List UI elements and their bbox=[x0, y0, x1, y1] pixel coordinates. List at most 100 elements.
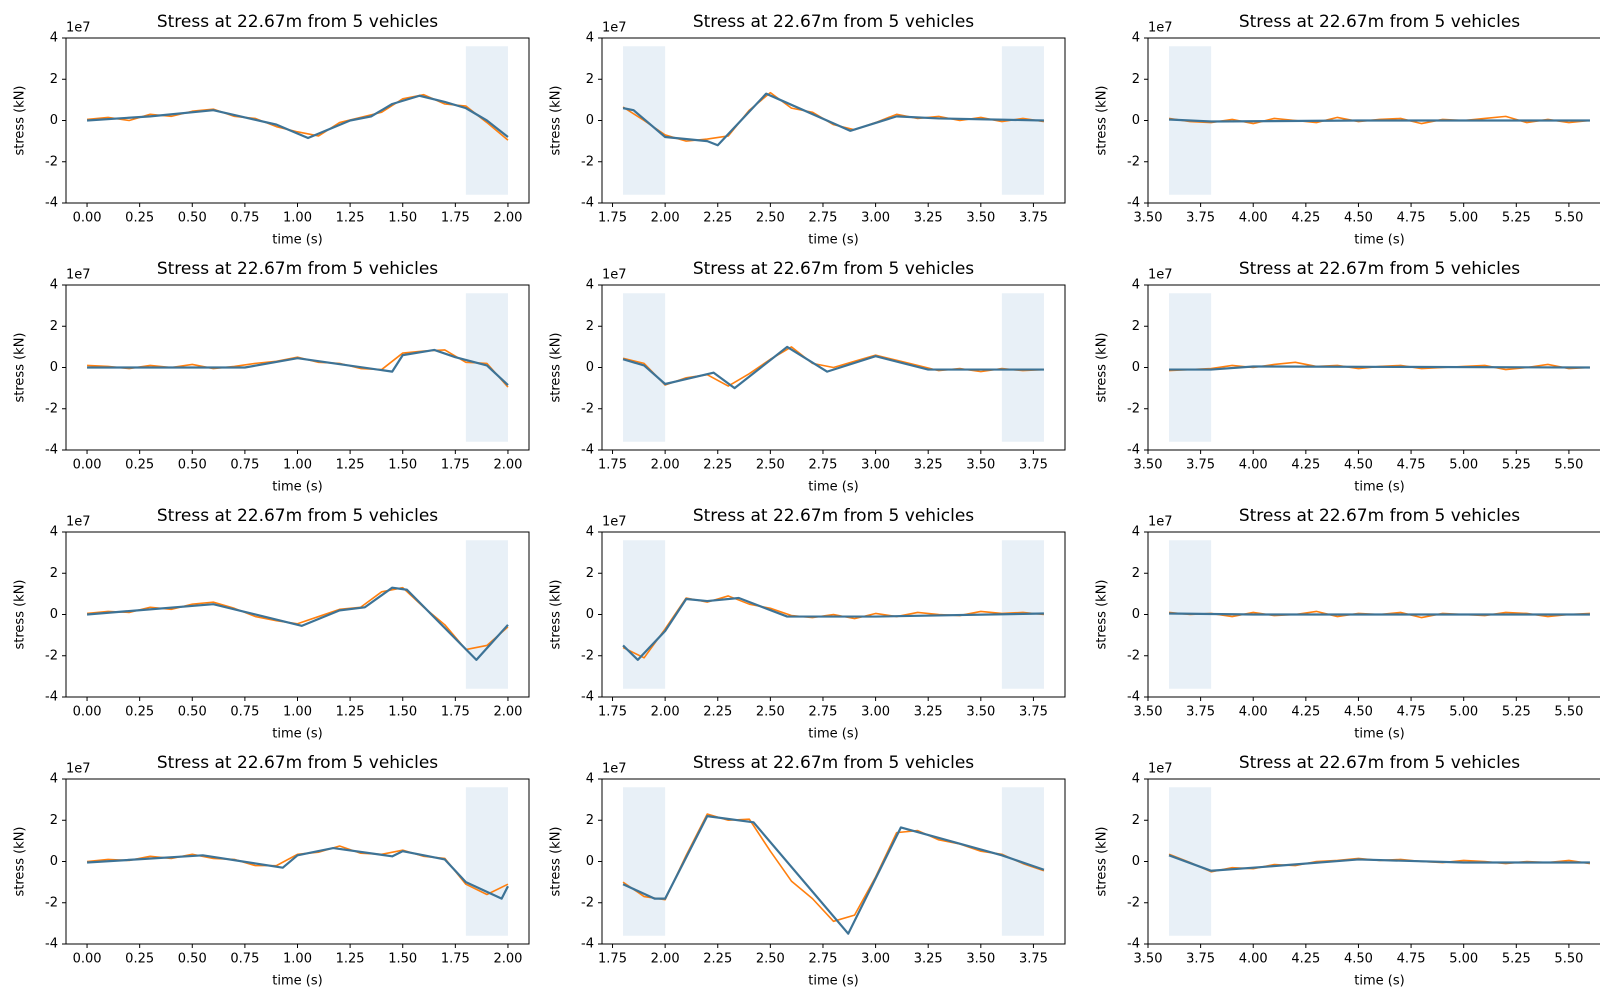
subplot: 0.00 0.25 0.50 0.75 1.00 1.25 1.50 1.75 2.00 -4 -2… bbox=[13, 12, 530, 248]
x-tick-label: 4.25 bbox=[1291, 458, 1320, 473]
x-tick-label: 4.50 bbox=[1344, 705, 1373, 720]
y-tick-label: 0 bbox=[586, 854, 594, 869]
x-tick-label: 2.50 bbox=[756, 211, 785, 226]
y-tick-label: -4 bbox=[581, 196, 594, 211]
x-tick-label: 3.50 bbox=[966, 458, 995, 473]
y-axis-label: stress (kN) bbox=[549, 85, 564, 155]
x-tick-label: 3.50 bbox=[966, 952, 995, 967]
x-tick-label: 1.25 bbox=[336, 458, 365, 473]
x-tick-label: 4.25 bbox=[1291, 211, 1320, 226]
y-axis-label: stress (kN) bbox=[13, 826, 28, 896]
data-line bbox=[1168, 854, 1590, 872]
data-line bbox=[86, 586, 509, 651]
y-axis-label: stress (kN) bbox=[13, 332, 28, 402]
y-tick-label: -2 bbox=[1127, 401, 1140, 416]
x-tick-label: 5.00 bbox=[1449, 952, 1478, 967]
y-tick-label: -4 bbox=[1127, 690, 1140, 705]
y-tick-label: 2 bbox=[1132, 566, 1140, 581]
shaded-span bbox=[623, 293, 666, 442]
x-tick-label: 3.00 bbox=[861, 458, 890, 473]
shaded-span bbox=[1169, 293, 1212, 442]
data-line bbox=[87, 348, 509, 386]
data-line bbox=[86, 846, 509, 900]
y-offset-label: 1e7 bbox=[1148, 515, 1173, 530]
x-tick-label: 4.25 bbox=[1291, 705, 1320, 720]
x-tick-label: 2.75 bbox=[809, 458, 838, 473]
x-tick-label: 3.50 bbox=[966, 211, 995, 226]
x-tick-label: 3.50 bbox=[1134, 211, 1163, 226]
x-tick-label: 2.25 bbox=[703, 705, 732, 720]
data-line bbox=[86, 845, 509, 896]
y-offset-label: 1e7 bbox=[602, 515, 627, 530]
x-tick-label: 3.75 bbox=[1019, 211, 1048, 226]
chart-title: Stress at 22.67m from 5 vehicles bbox=[693, 753, 974, 773]
y-tick-label: -4 bbox=[1127, 196, 1140, 211]
y-axis-label: stress (kN) bbox=[549, 332, 564, 402]
chart-title: Stress at 22.67m from 5 vehicles bbox=[157, 12, 438, 32]
y-tick-label: -4 bbox=[45, 937, 58, 952]
x-tick-label: 2.00 bbox=[493, 211, 522, 226]
y-tick-label: 0 bbox=[1132, 360, 1140, 375]
x-tick-label: 3.75 bbox=[1019, 705, 1048, 720]
y-tick-label: -4 bbox=[45, 196, 58, 211]
x-tick-label: 0.00 bbox=[73, 952, 102, 967]
x-tick-label: 1.75 bbox=[441, 211, 470, 226]
x-tick-label: 1.50 bbox=[388, 211, 417, 226]
chart-title: Stress at 22.67m from 5 vehicles bbox=[1239, 753, 1520, 773]
chart-title: Stress at 22.67m from 5 vehicles bbox=[693, 506, 974, 526]
x-axis-label: time (s) bbox=[1354, 480, 1404, 495]
x-tick-label: 3.75 bbox=[1186, 211, 1215, 226]
y-offset-label: 1e7 bbox=[66, 515, 91, 530]
x-tick-label: 1.75 bbox=[441, 705, 470, 720]
subplot: 3.50 3.75 4.00 4.25 4.50 4.75 5.00 5.25 5.50 -4 -2… bbox=[1095, 506, 1600, 742]
x-tick-label: 5.25 bbox=[1502, 211, 1531, 226]
x-tick-label: 3.25 bbox=[914, 952, 943, 967]
x-tick-label: 0.50 bbox=[178, 705, 207, 720]
y-offset-label: 1e7 bbox=[602, 762, 627, 777]
y-tick-label: -2 bbox=[45, 154, 58, 169]
data-line bbox=[622, 92, 1044, 147]
x-tick-label: 1.00 bbox=[283, 952, 312, 967]
x-tick-label: 2.50 bbox=[756, 952, 785, 967]
data-line bbox=[622, 596, 1044, 661]
x-tick-label: 4.50 bbox=[1344, 952, 1373, 967]
subplot: 0.00 0.25 0.50 0.75 1.00 1.25 1.50 1.75 2.00 -4 -2… bbox=[13, 259, 530, 495]
x-tick-label: 5.00 bbox=[1449, 458, 1478, 473]
y-tick-label: 2 bbox=[1132, 813, 1140, 828]
subplot: 1.75 2.00 2.25 2.50 2.75 3.00 3.25 3.50 3.75 -4 -2… bbox=[549, 12, 1066, 248]
chart-title: Stress at 22.67m from 5 vehicles bbox=[1239, 259, 1520, 279]
y-tick-label: -4 bbox=[581, 937, 594, 952]
x-tick-label: 0.25 bbox=[125, 705, 154, 720]
x-tick-label: 0.25 bbox=[125, 211, 154, 226]
x-tick-label: 3.75 bbox=[1019, 952, 1048, 967]
x-tick-label: 0.75 bbox=[230, 458, 259, 473]
x-tick-label: 2.00 bbox=[651, 211, 680, 226]
y-tick-label: -4 bbox=[45, 443, 58, 458]
y-tick-label: -2 bbox=[581, 401, 594, 416]
x-tick-label: 3.25 bbox=[914, 458, 943, 473]
x-axis-label: time (s) bbox=[808, 233, 858, 248]
y-axis-label: stress (kN) bbox=[1095, 85, 1110, 155]
x-axis-label: time (s) bbox=[808, 974, 858, 989]
y-tick-label: -4 bbox=[581, 443, 594, 458]
x-tick-label: 3.25 bbox=[914, 705, 943, 720]
x-tick-label: 1.75 bbox=[598, 211, 627, 226]
y-tick-label: 0 bbox=[1132, 854, 1140, 869]
x-tick-label: 4.50 bbox=[1344, 211, 1373, 226]
axes-frame bbox=[65, 778, 530, 945]
x-tick-label: 2.25 bbox=[703, 952, 732, 967]
x-tick-label: 5.25 bbox=[1502, 705, 1531, 720]
x-tick-label: 2.75 bbox=[809, 952, 838, 967]
y-tick-label: 2 bbox=[586, 72, 594, 87]
x-tick-label: 2.25 bbox=[703, 458, 732, 473]
x-tick-label: 1.00 bbox=[283, 705, 312, 720]
x-tick-label: 5.00 bbox=[1449, 705, 1478, 720]
shaded-span bbox=[465, 293, 508, 442]
x-axis-label: time (s) bbox=[808, 480, 858, 495]
x-tick-label: 4.00 bbox=[1239, 705, 1268, 720]
x-tick-label: 0.75 bbox=[230, 705, 259, 720]
x-axis-label: time (s) bbox=[272, 974, 322, 989]
y-offset-label: 1e7 bbox=[602, 21, 627, 36]
x-tick-label: 0.50 bbox=[178, 458, 207, 473]
